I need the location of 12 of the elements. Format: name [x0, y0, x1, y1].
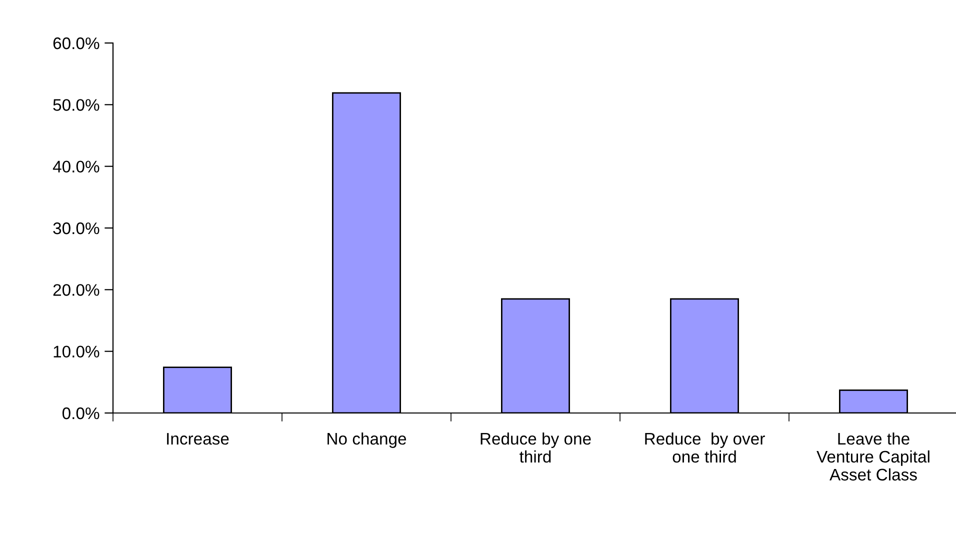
y-tick-label: 30.0%	[53, 222, 100, 234]
x-tick-label: Reduce by over one third	[645, 432, 765, 463]
y-tick-label: 40.0%	[52, 160, 100, 173]
y-tick-label: 10.0%	[54, 346, 100, 358]
y-tick-label: 60.0%	[53, 37, 100, 50]
y-tick-label: 0.0%	[62, 407, 100, 420]
x-tick-label: Reduce by one third	[480, 432, 591, 463]
x-tick-label: Increase	[167, 433, 229, 445]
x-tick-label: Leave the Venture Capital Asset Class	[816, 432, 930, 481]
x-tick-label: No change	[328, 432, 406, 448]
y-tick-label: 20.0%	[53, 284, 100, 296]
y-tick-label: 50.0%	[53, 99, 100, 111]
